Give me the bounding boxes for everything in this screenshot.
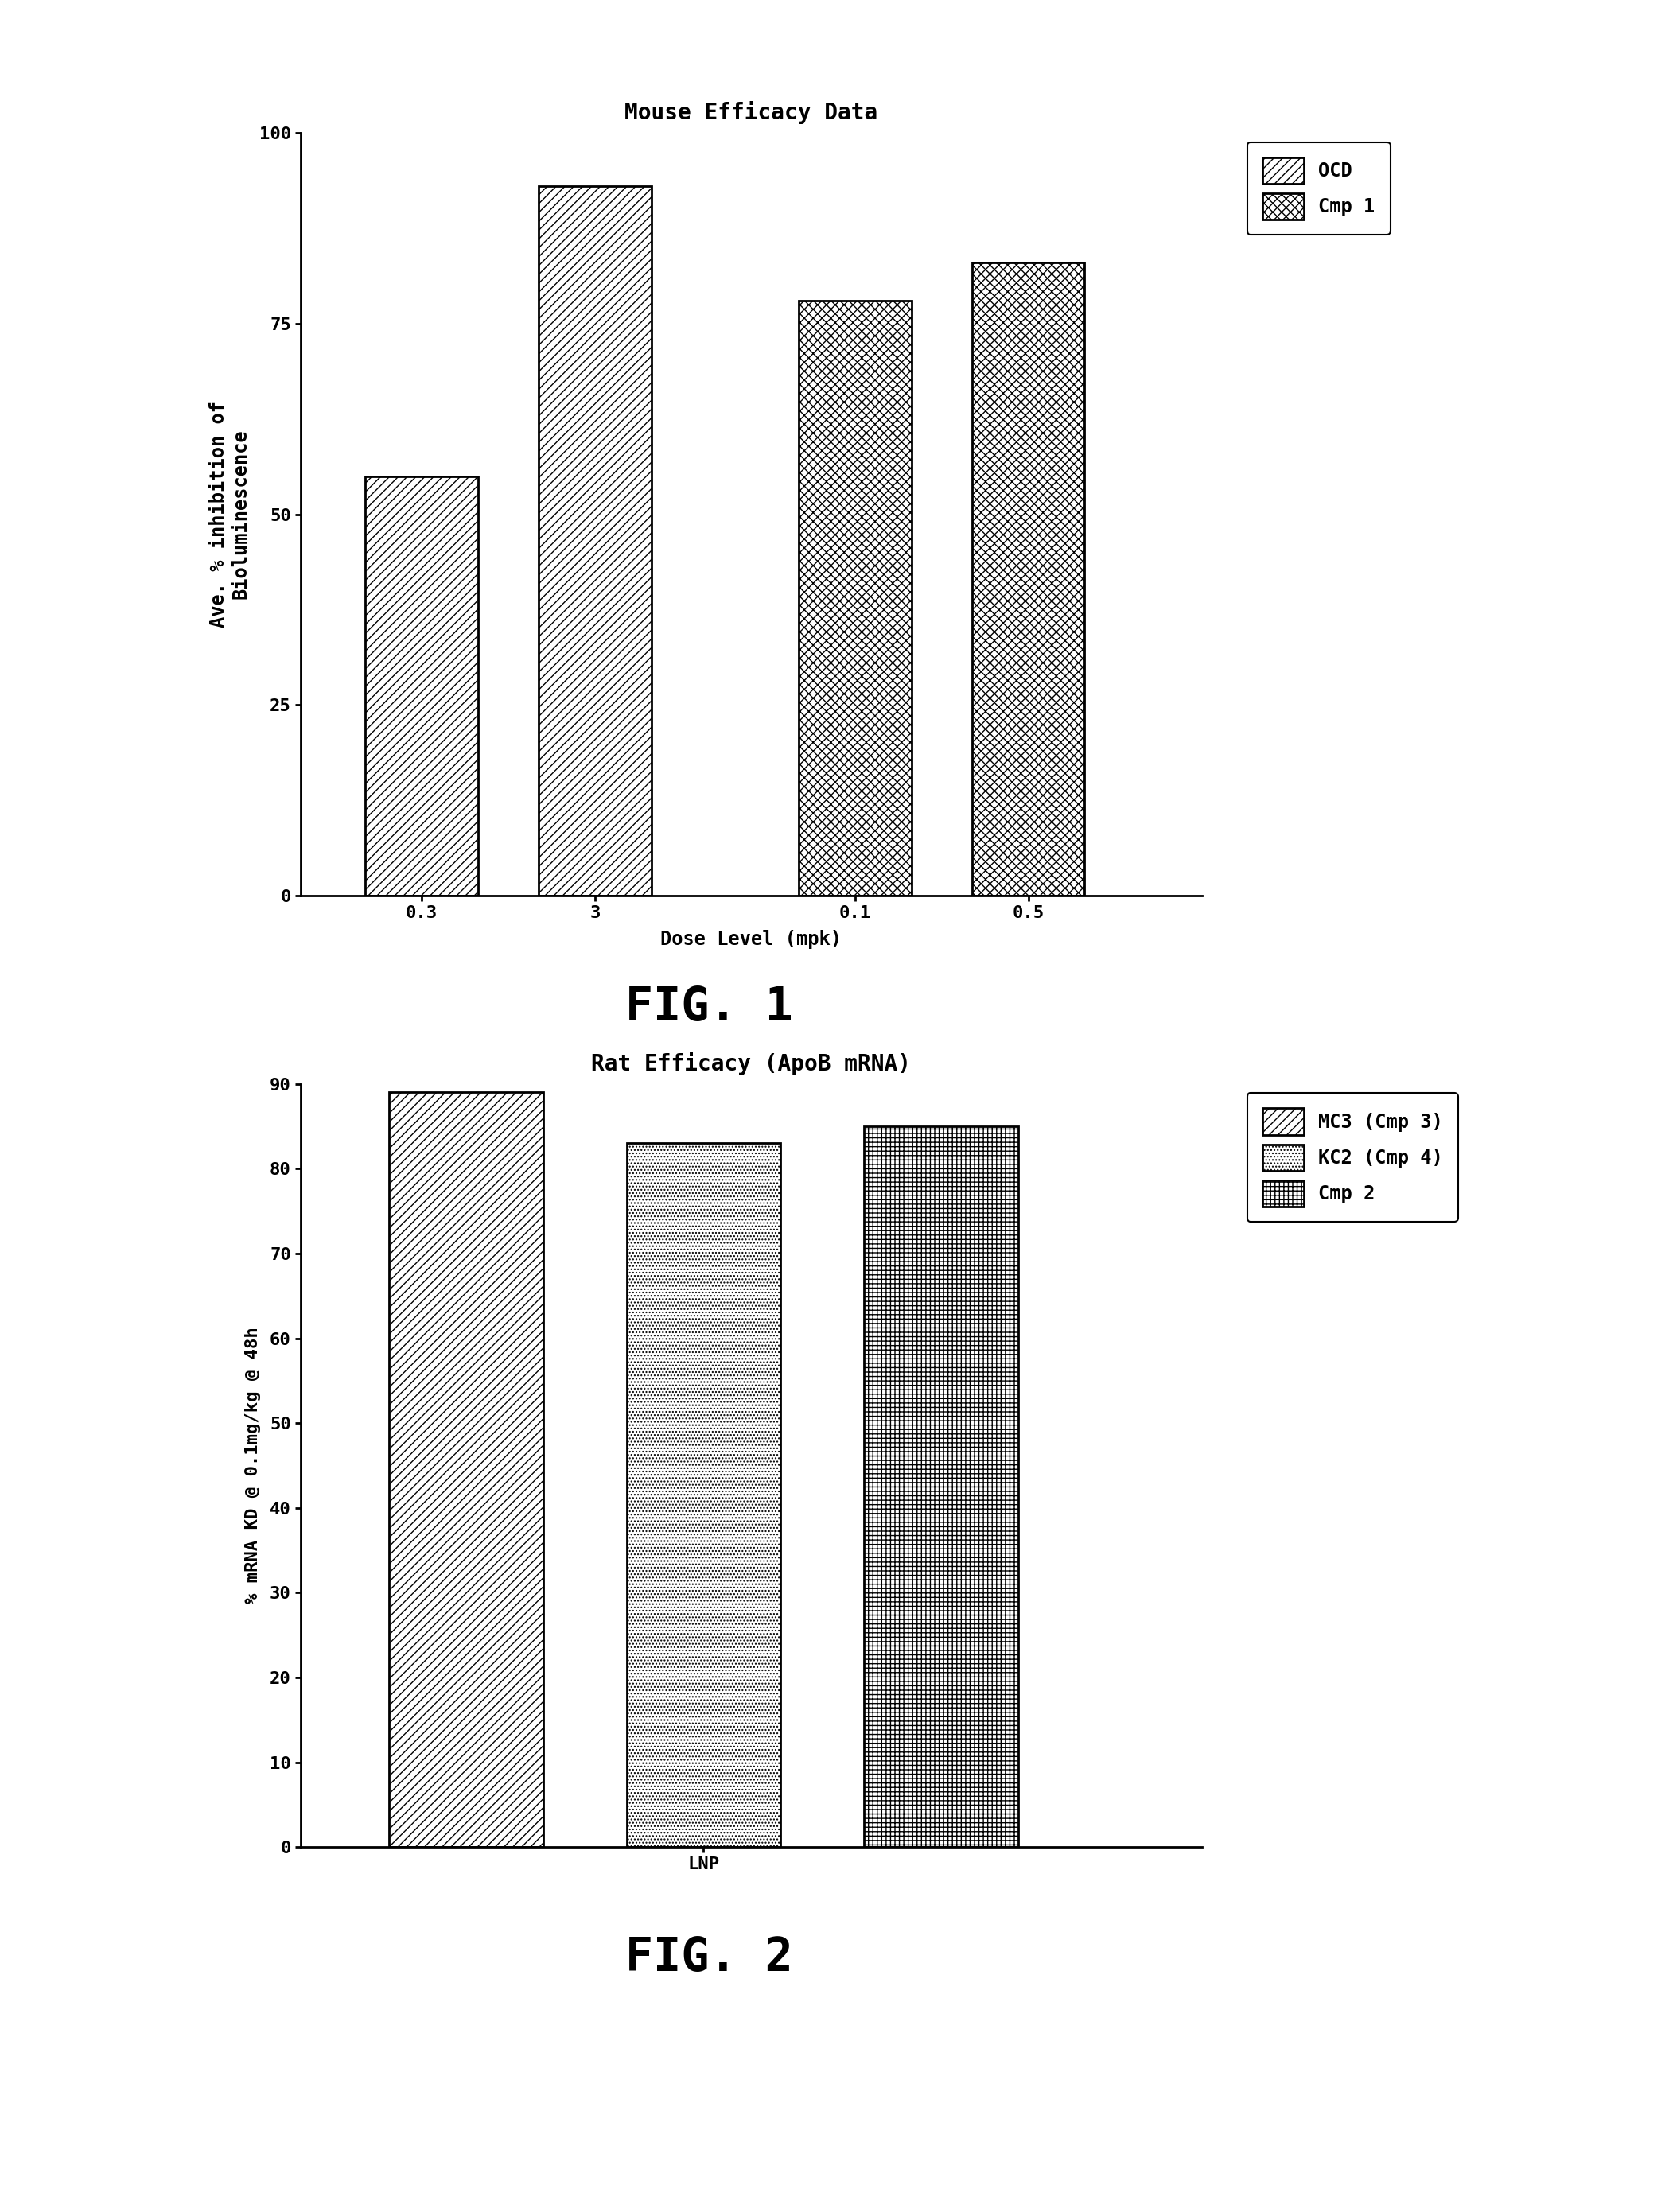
Title: Rat Efficacy (ApoB mRNA): Rat Efficacy (ApoB mRNA) [591, 1053, 911, 1075]
Bar [539, 186, 651, 896]
Legend: MC3 (Cmp 3), KC2 (Cmp 4), Cmp 2: MC3 (Cmp 3), KC2 (Cmp 4), Cmp 2 [1247, 1093, 1459, 1221]
Y-axis label: Ave. % inhibition of
Bioluminescence: Ave. % inhibition of Bioluminescence [209, 400, 250, 628]
Bar [865, 1126, 1018, 1847]
Text: FIG. 2: FIG. 2 [626, 1936, 793, 1980]
Bar [626, 1144, 781, 1847]
Bar [799, 301, 911, 896]
Title: Mouse Efficacy Data: Mouse Efficacy Data [624, 102, 878, 124]
Text: FIG. 1: FIG. 1 [626, 984, 793, 1029]
Bar [366, 476, 477, 896]
Bar [971, 263, 1085, 896]
Legend: OCD, Cmp 1: OCD, Cmp 1 [1247, 142, 1390, 234]
Bar [389, 1093, 544, 1847]
X-axis label: Dose Level (mpk): Dose Level (mpk) [661, 929, 841, 949]
Y-axis label: % mRNA KD @ 0.1mg/kg @ 48h: % mRNA KD @ 0.1mg/kg @ 48h [245, 1327, 260, 1604]
